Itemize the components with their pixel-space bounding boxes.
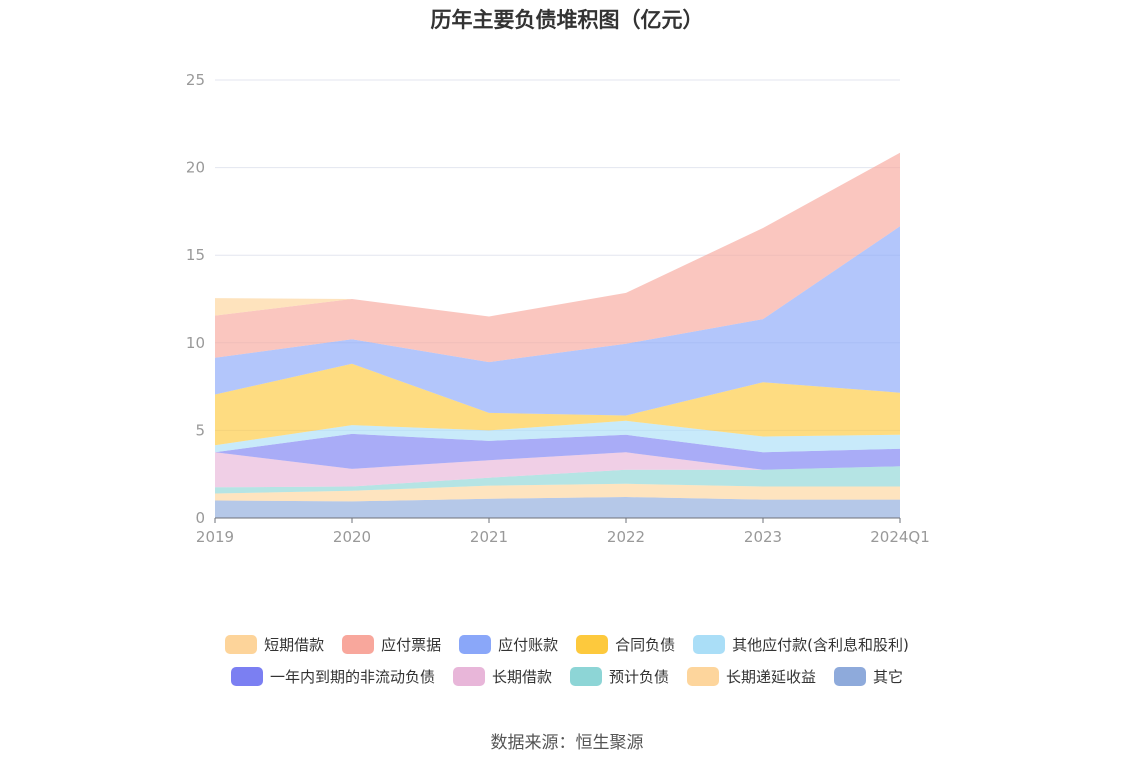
legend-swatch [452, 666, 485, 686]
area-series-8 [215, 152, 900, 363]
area-series-4 [215, 433, 900, 470]
area-series-9 [215, 152, 900, 317]
legend-swatch [569, 666, 602, 686]
x-tick-label: 2022 [607, 528, 645, 546]
legend-row: 一年内到期的非流动负债 长期借款 预计负债 长期递延收益 其它 [0, 660, 1134, 692]
legend-label: 其他应付款(含利息和股利) [732, 635, 909, 654]
chart-title: 历年主要负债堆积图（亿元） [430, 8, 704, 32]
legend-row: 短期借款 应付票据 应付账款 合同负债 其他应付款(含利息和股利) [0, 628, 1134, 660]
legend-label: 长期递延收益 [726, 667, 817, 686]
legend-swatch [693, 634, 726, 654]
legend-item[interactable]: 长期递延收益 [687, 666, 816, 687]
stacked-area-chart: 0 5 10 15 20 25 2019 2020 2021 2022 2023 2024Q1 [186, 71, 930, 546]
legend: 短期借款 应付票据 应付账款 合同负债 其他应付款(含利息和股利) 一年内到期的非流动负债… [0, 628, 1134, 692]
legend-swatch [230, 666, 263, 686]
x-tick-label: 2023 [744, 528, 782, 546]
area-series-3 [215, 452, 900, 488]
legend-label: 一年内到期的非流动负债 [269, 667, 435, 686]
legend-label: 应付票据 [381, 635, 442, 654]
legend-item[interactable]: 应付账款 [459, 634, 558, 655]
y-tick-label: 0 [195, 509, 205, 527]
legend-item[interactable]: 其它 [834, 666, 903, 687]
x-tick-label: 2021 [470, 528, 508, 546]
area-series-0 [215, 497, 900, 518]
legend-swatch [576, 634, 609, 654]
area-series-2 [215, 466, 900, 494]
legend-label: 其它 [873, 667, 904, 686]
x-tick-label: 2019 [196, 528, 234, 546]
source-note: 数据来源：恒生聚源 [490, 733, 644, 753]
y-tick-label: 10 [186, 334, 205, 352]
area-series-5 [215, 420, 900, 453]
legend-item[interactable]: 一年内到期的非流动负债 [230, 666, 435, 687]
area-series-1 [215, 483, 900, 502]
legend-item[interactable]: 应付票据 [342, 634, 441, 655]
y-tick-label: 5 [195, 421, 205, 439]
area-series-6 [215, 363, 900, 446]
legend-item[interactable]: 短期借款 [225, 634, 324, 655]
legend-swatch [459, 634, 492, 654]
area-series [215, 152, 900, 518]
x-tick-label: 2024Q1 [870, 528, 930, 546]
legend-label: 合同负债 [615, 635, 676, 654]
legend-item[interactable]: 合同负债 [576, 634, 675, 655]
legend-label: 预计负债 [608, 667, 669, 686]
y-tick-label: 15 [186, 246, 205, 264]
legend-item[interactable]: 预计负债 [569, 666, 669, 687]
legend-swatch [225, 634, 258, 654]
y-tick-label: 20 [186, 159, 205, 177]
y-tick-label: 25 [186, 71, 205, 89]
legend-swatch [342, 634, 375, 654]
legend-label: 长期借款 [491, 667, 552, 686]
legend-swatch [834, 666, 867, 686]
legend-label: 短期借款 [264, 635, 325, 654]
legend-item[interactable]: 长期借款 [452, 666, 552, 687]
legend-item[interactable]: 其他应付款(含利息和股利) [693, 634, 909, 655]
legend-label: 应付账款 [498, 635, 559, 654]
axes: 2019 2020 2021 2022 2023 2024Q1 [196, 517, 930, 546]
x-tick-label: 2020 [333, 528, 371, 546]
legend-swatch [687, 666, 719, 686]
area-series-7 [215, 226, 900, 416]
